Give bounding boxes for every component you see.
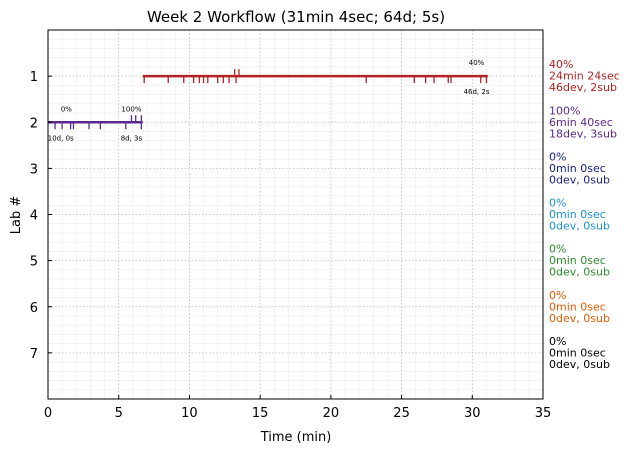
lab-3-summary-line: 0dev, 0sub [549,173,610,186]
lab-2-annotation: 10d, 0s [48,134,74,142]
lab-5-summary-line: 0% [549,243,566,256]
y-tick-label: 7 [30,347,38,362]
lab-6-summary-line: 0% [549,289,566,302]
lab-5-summary-line: 0dev, 0sub [549,266,610,279]
x-tick-label: 35 [535,406,552,421]
lab-7-summary-line: 0min 0sec [549,346,606,359]
lab-1-annotation: 40% [469,59,485,67]
y-tick-label: 5 [30,255,38,270]
y-tick-label: 2 [30,116,38,131]
lab-2-summary-line: 18dev, 3sub [549,127,617,140]
lab-2-annotation: 100% [121,105,141,113]
x-tick-label: 25 [393,406,410,421]
lab-6-summary-line: 0min 0sec [549,300,606,313]
plot-marks: 40% 46d, 2s 0% 10d, 0s 100% 8d, 3s [48,59,490,142]
lab-1-summary-line: 40% [549,58,573,71]
lab-7-summary-line: 0% [549,335,566,348]
lab-6-summary-line: 0dev, 0sub [549,312,610,325]
lab-3-summary-line: 0% [549,150,566,163]
y-tick-label: 6 [30,301,38,316]
x-axis-label: Time (min) [260,430,332,445]
x-tick-label: 0 [44,406,52,421]
y-tick-label: 4 [30,209,38,224]
lab-4-summary-line: 0% [549,197,566,210]
y-axis-ticks: 1 2 3 4 5 6 7 [30,70,52,362]
y-tick-label: 3 [30,162,38,177]
lab-1-annotation: 46d, 2s [464,88,490,96]
x-tick-label: 5 [115,406,123,421]
x-tick-label: 20 [323,406,340,421]
lab-7-summary-line: 0dev, 0sub [549,358,610,371]
lab-2-annotation: 0% [61,105,72,113]
x-tick-label: 30 [464,406,481,421]
lab-3-summary-line: 0min 0sec [549,162,606,175]
lab-4-summary-line: 0dev, 0sub [549,220,610,233]
lab-1-summary-line: 24min 24sec [549,70,620,83]
lab-1-summary-line: 46dev, 2sub [549,81,617,94]
minor-grid [48,30,543,399]
lab-4-summary-line: 0min 0sec [549,208,606,221]
x-tick-label: 10 [181,406,198,421]
lab-2-summary-line: 6min 40sec [549,116,613,129]
x-tick-label: 15 [252,406,269,421]
x-axis-ticks: 0 5 10 15 20 25 30 35 [44,395,551,421]
lab-2-annotation: 8d, 3s [121,134,143,142]
y-tick-label: 1 [30,70,38,85]
lab-5-summary-line: 0min 0sec [549,254,606,267]
chart-title: Week 2 Workflow (31min 4sec; 64d; 5s) [147,8,445,26]
y-axis-label: Lab # [9,196,24,235]
lab-2-summary-line: 100% [549,104,580,117]
